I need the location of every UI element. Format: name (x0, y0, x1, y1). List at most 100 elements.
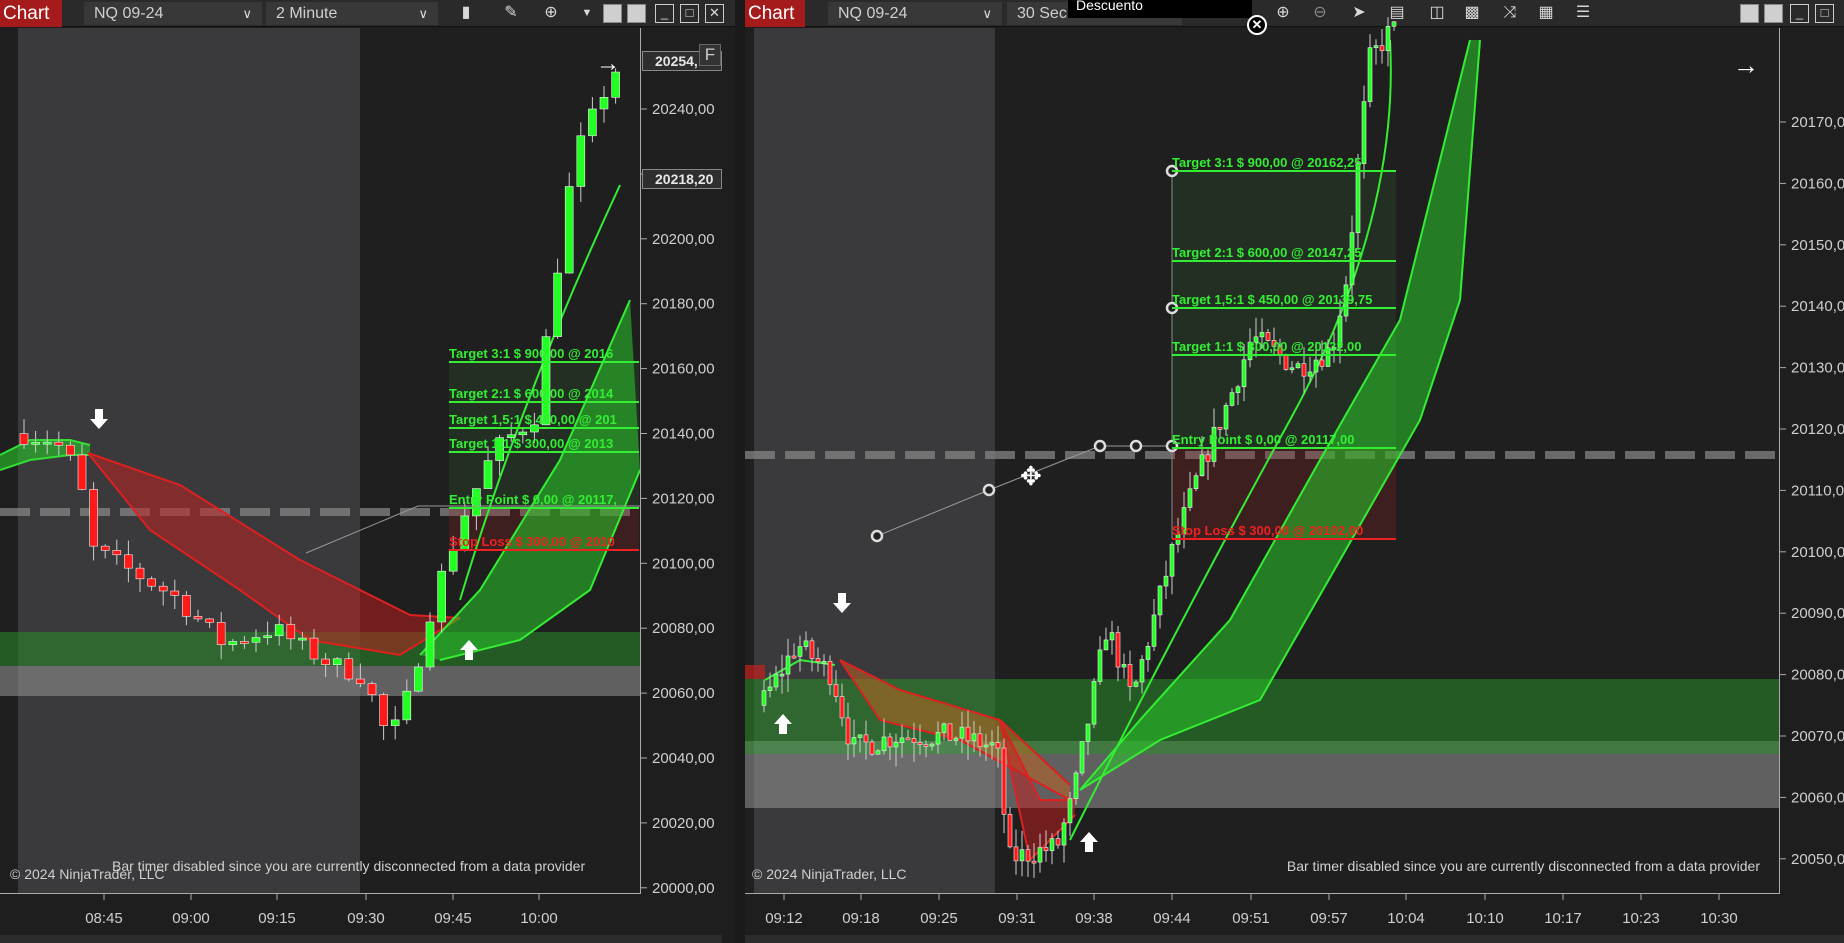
candle (815, 658, 821, 663)
pointer-icon[interactable]: ➤ (1352, 4, 1366, 21)
candle (977, 733, 983, 748)
candle (170, 590, 180, 596)
indicators-icon[interactable]: ▩ (1464, 4, 1480, 21)
candle (917, 742, 923, 745)
candle (845, 717, 851, 745)
pencil-icon[interactable]: ✎ (504, 4, 518, 21)
candle (483, 460, 493, 489)
trade-level-label: Target 1,5:1 $ 450,00 @ 201 (449, 412, 617, 427)
candle (1307, 371, 1313, 377)
candle (1187, 488, 1193, 508)
close-button[interactable]: ✕ (705, 4, 724, 23)
price-tick-label: 20180,00 (652, 296, 715, 313)
candle (437, 570, 446, 623)
candle (1379, 45, 1385, 52)
maximize-button[interactable]: □ (680, 4, 699, 23)
arrow-right-icon[interactable]: → (1733, 50, 1759, 80)
list-icon[interactable]: ☰ (1575, 4, 1591, 21)
zoom-in-icon[interactable]: ⊕ (544, 4, 558, 21)
candle (899, 737, 905, 743)
layout-button-1[interactable] (1740, 4, 1759, 23)
data-box-icon[interactable]: ▤ (1389, 4, 1405, 21)
candle (112, 550, 122, 556)
minimize-button[interactable]: _ (1790, 4, 1809, 23)
instrument-dropdown[interactable]: NQ 09-24 ∨ (828, 2, 1002, 25)
f-button[interactable]: F (699, 44, 721, 66)
candle (851, 737, 857, 745)
zoom-in-icon[interactable]: ⊕ (1276, 4, 1290, 21)
candle (1325, 347, 1331, 367)
candle (379, 694, 388, 726)
candle (1211, 426, 1217, 462)
drawing-anchor-handle (870, 529, 884, 543)
interval-dropdown[interactable]: 2 Minute ∨ (266, 2, 438, 25)
right-chart-canvas[interactable]: Target 3:1 $ 900,00 @ 20162,25 Target 2:1… (745, 0, 1844, 943)
candle (1373, 45, 1379, 48)
candle (263, 635, 272, 638)
close-tooltip-icon[interactable]: ✕ (1247, 15, 1267, 35)
green-ribbon (420, 300, 640, 660)
right-chart-window: Chart NQ 09-24 ∨ 30 Sec ⊕ ⊖ ➤ ▤ ◫ ▩ ⤨ ▦ ☰… (745, 0, 1844, 943)
instrument-value: NQ 09-24 (838, 5, 908, 22)
candle (911, 738, 917, 743)
arrow-right-icon[interactable]: → (596, 50, 620, 77)
candle (959, 726, 965, 739)
right-toolbar: Chart NQ 09-24 ∨ 30 Sec ⊕ ⊖ ➤ ▤ ◫ ▩ ⤨ ▦ ☰… (745, 0, 1844, 27)
candle (147, 578, 156, 587)
green-ribbon-line (419, 299, 631, 656)
up-arrow-icon (774, 714, 792, 734)
left-chart-canvas[interactable]: Target 3:1 $ 900,00 @ 2016 Target 2:1 $ 6… (0, 0, 735, 943)
candle (1391, 21, 1397, 27)
candle (1223, 405, 1229, 430)
green-ribbon-line (439, 469, 641, 661)
candle (425, 621, 435, 668)
candle (1247, 341, 1253, 361)
candle (1199, 454, 1205, 476)
candle (216, 622, 226, 646)
chart-tab[interactable]: Chart (745, 0, 805, 27)
zoom-out-icon[interactable]: ⊖ (1313, 4, 1327, 21)
candle (100, 545, 110, 551)
properties-icon[interactable]: ◫ (1429, 4, 1445, 21)
candle (356, 678, 365, 685)
price-tick-label: 20080,00 (1791, 667, 1844, 684)
candle (887, 736, 893, 748)
move-cursor-icon: ✥ (1020, 461, 1042, 491)
maximize-button[interactable]: □ (1815, 4, 1834, 23)
time-axis-border (0, 893, 641, 894)
candle (344, 658, 354, 680)
templates-icon[interactable]: ▦ (1538, 4, 1554, 21)
minimize-button[interactable]: _ (655, 4, 674, 23)
bars-icon[interactable]: ▮​ (461, 4, 471, 21)
candle (1385, 26, 1391, 52)
trade-level-label: Target 3:1 $ 900,00 @ 2016 (449, 346, 613, 361)
trade-level-label: Target 3:1 $ 900,00 @ 20162,25 (1172, 155, 1362, 170)
chart-tab[interactable]: Chart (0, 0, 62, 27)
price-tick-label: 20040,00 (652, 750, 715, 767)
candle (935, 732, 941, 745)
layout-button-2[interactable] (627, 4, 646, 23)
candle (1331, 347, 1337, 350)
red-ribbon (88, 453, 460, 655)
layout-button-2[interactable] (1764, 4, 1783, 23)
candle (1367, 47, 1373, 102)
candle (367, 683, 377, 696)
candle (1085, 723, 1091, 742)
candle (1109, 632, 1115, 641)
instrument-dropdown[interactable]: NQ 09-24 ∨ (84, 2, 262, 25)
dropdown-triangle-icon[interactable]: ▼ (581, 7, 593, 19)
horizontal-scrollbar[interactable] (745, 935, 1844, 943)
price-tick-label: 20140,00 (1791, 298, 1844, 315)
candle (1019, 849, 1025, 862)
candle (827, 660, 833, 685)
candle (472, 488, 481, 517)
candle (1259, 332, 1265, 338)
strategies-icon[interactable]: ⤨ (1503, 4, 1517, 21)
candle (989, 742, 995, 746)
layout-button-1[interactable] (603, 4, 622, 23)
up-arrow-icon (1080, 832, 1098, 852)
trade-level-label: Target 2:1 $ 600,00 @ 20147,25 (1172, 245, 1362, 260)
green-ribbon-line (0, 439, 91, 456)
trade-level-label: Target 2:1 $ 600,00 @ 2014 (449, 386, 614, 401)
horizontal-scrollbar[interactable] (0, 935, 722, 943)
